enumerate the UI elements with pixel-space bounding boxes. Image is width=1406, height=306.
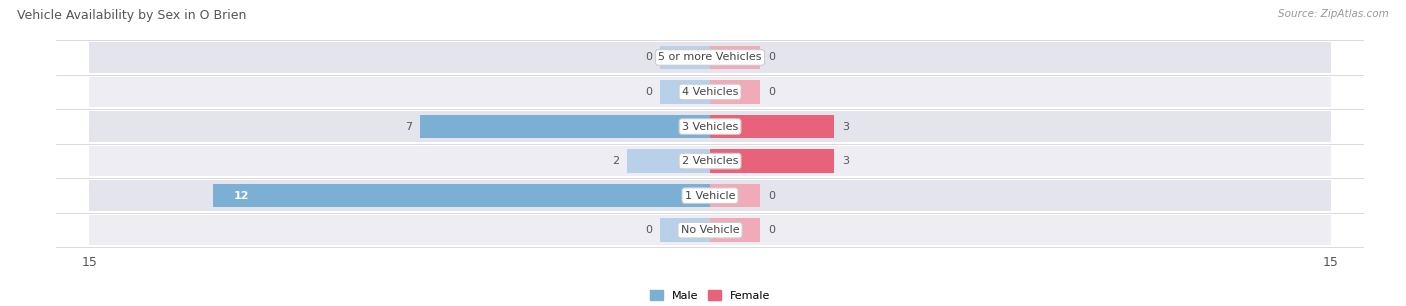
Text: No Vehicle: No Vehicle xyxy=(681,225,740,235)
Bar xyxy=(710,80,759,104)
Bar xyxy=(710,46,759,69)
Text: Source: ZipAtlas.com: Source: ZipAtlas.com xyxy=(1278,9,1389,19)
Bar xyxy=(710,218,759,242)
Text: 3 Vehicles: 3 Vehicles xyxy=(682,121,738,132)
Text: 0: 0 xyxy=(768,87,775,97)
Bar xyxy=(627,149,710,173)
Text: 3: 3 xyxy=(842,156,849,166)
Bar xyxy=(90,77,1330,107)
Bar xyxy=(90,181,1330,211)
Bar xyxy=(661,80,710,104)
Text: 12: 12 xyxy=(235,191,250,201)
Text: 5 or more Vehicles: 5 or more Vehicles xyxy=(658,52,762,62)
Bar xyxy=(661,46,710,69)
Text: 0: 0 xyxy=(768,52,775,62)
Bar xyxy=(420,115,710,138)
Legend: Male, Female: Male, Female xyxy=(645,286,775,305)
Text: 2: 2 xyxy=(612,156,619,166)
Bar xyxy=(214,184,710,207)
Bar xyxy=(90,215,1330,245)
Bar xyxy=(90,42,1330,73)
Bar xyxy=(661,218,710,242)
Text: 2 Vehicles: 2 Vehicles xyxy=(682,156,738,166)
Text: 0: 0 xyxy=(768,225,775,235)
Text: 0: 0 xyxy=(645,87,652,97)
Text: 3: 3 xyxy=(842,121,849,132)
Bar xyxy=(90,111,1330,142)
Bar xyxy=(710,184,759,207)
Text: 0: 0 xyxy=(768,191,775,201)
Text: 1 Vehicle: 1 Vehicle xyxy=(685,191,735,201)
Bar xyxy=(710,115,834,138)
Text: 0: 0 xyxy=(645,52,652,62)
Bar xyxy=(90,146,1330,176)
Text: 4 Vehicles: 4 Vehicles xyxy=(682,87,738,97)
Bar xyxy=(710,149,834,173)
Text: 0: 0 xyxy=(645,225,652,235)
Text: Vehicle Availability by Sex in O Brien: Vehicle Availability by Sex in O Brien xyxy=(17,9,246,22)
Text: 7: 7 xyxy=(405,121,412,132)
